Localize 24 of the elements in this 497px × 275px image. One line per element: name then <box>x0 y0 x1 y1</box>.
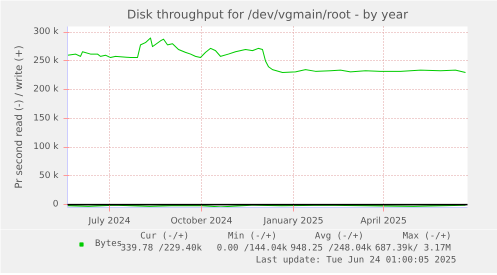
text: 687.39k/ 3.17M <box>374 244 452 254</box>
y-axis-title: Pr second read (-) / write (+) <box>14 45 26 189</box>
text: 948.25 /248.04k <box>290 244 372 254</box>
x-tick-label: January 2025 <box>262 216 324 226</box>
y-tick-label: 0 <box>52 200 59 210</box>
text: Cur (-/+) <box>140 232 190 242</box>
x-tick-label: April 2025 <box>360 216 407 226</box>
y-tick-label: 100 k <box>33 142 60 152</box>
x-tick-label: July 2024 <box>88 216 131 226</box>
text: Avg (-/+) <box>314 232 364 242</box>
text: 339.78 /229.40k <box>120 244 202 254</box>
chart-title: Disk throughput for /dev/vgmain/root - by year <box>126 8 408 22</box>
y-tick-label: 150 k <box>33 113 60 124</box>
text: Max (-/+) <box>402 232 452 242</box>
text: Min (-/+) <box>228 232 277 242</box>
legend-label: Bytes <box>95 239 122 249</box>
line-series <box>68 37 466 73</box>
y-tick-label: 200 k <box>33 84 60 95</box>
y-tick-label: 50 k <box>38 170 60 181</box>
x-tick-label: October 2024 <box>170 216 233 226</box>
y-tick-label: 300 k <box>33 27 60 38</box>
text: 0.00 /144.04k <box>216 244 288 254</box>
text: Last update: Tue Jun 24 01:00:05 2025 <box>256 256 456 266</box>
y-tick-label: 250 k <box>33 56 60 66</box>
